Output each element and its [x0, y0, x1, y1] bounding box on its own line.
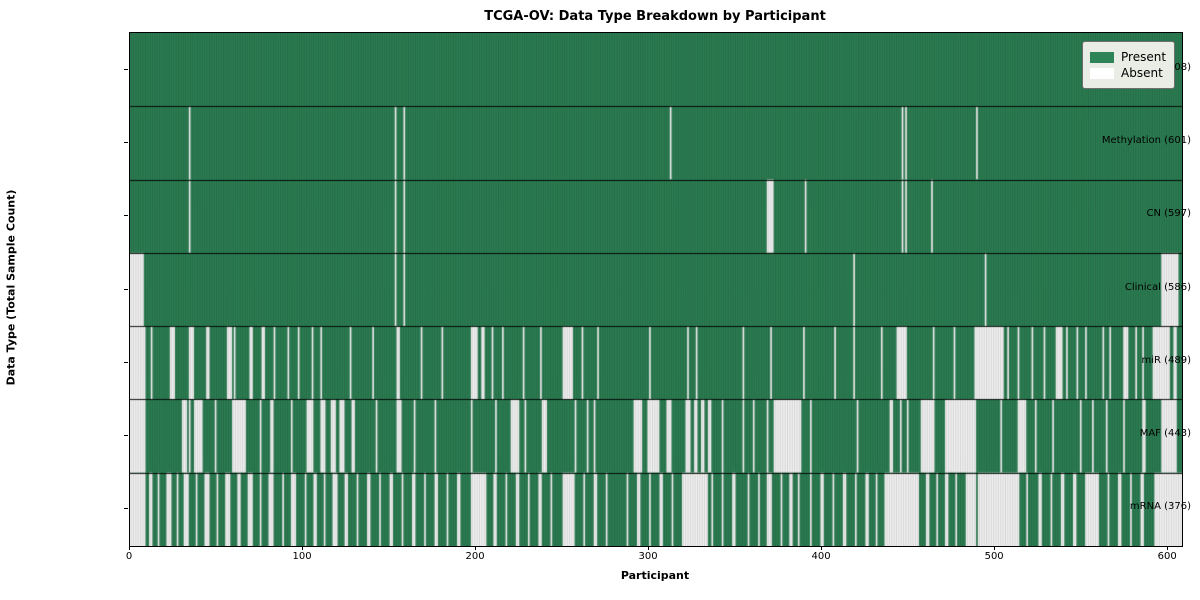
y-tick-mark: [124, 362, 128, 363]
heatmap-canvas: [130, 33, 1182, 546]
y-axis-label: Data Type (Total Sample Count): [4, 189, 18, 386]
x-tick-label-300: 300: [638, 551, 658, 562]
absent-swatch-icon: [1090, 67, 1114, 79]
y-tick-label-miR: miR (489): [1141, 354, 1191, 366]
x-tick-mark: [821, 546, 822, 550]
x-tick-label-400: 400: [811, 551, 831, 562]
y-tick-label-mRNA: mRNA (376): [1129, 501, 1191, 513]
x-tick-label-0: 0: [125, 551, 133, 562]
legend-entry-present: Present: [1090, 50, 1166, 64]
x-tick-label-200: 200: [465, 551, 485, 562]
y-tick-mark: [124, 69, 128, 70]
legend-label-present: Present: [1121, 50, 1167, 64]
y-tick-label-Clinical: Clinical (586): [1124, 281, 1191, 293]
x-tick-mark: [129, 546, 130, 550]
y-tick-mark: [124, 435, 128, 436]
y-tick-label-MAF: MAF (443): [1139, 428, 1191, 440]
x-tick-mark: [648, 546, 649, 550]
x-tick-mark: [994, 546, 995, 550]
chart-title: TCGA-OV: Data Type Breakdown by Particip…: [484, 9, 826, 24]
x-tick-label-500: 500: [984, 551, 1004, 562]
y-tick-mark: [124, 142, 128, 143]
x-tick-mark: [302, 546, 303, 550]
x-tick-mark: [475, 546, 476, 550]
y-tick-label-Methylation: Methylation (601): [1101, 134, 1191, 146]
present-swatch-icon: [1090, 51, 1114, 63]
legend-entry-absent: Absent: [1090, 66, 1166, 80]
y-tick-mark: [124, 289, 128, 290]
plot-area: [129, 32, 1183, 547]
y-tick-label-CN: CN (597): [1146, 208, 1191, 220]
x-tick-label-600: 600: [1157, 551, 1177, 562]
y-tick-mark: [124, 508, 128, 509]
x-tick-mark: [1167, 546, 1168, 550]
legend-label-absent: Absent: [1121, 66, 1163, 80]
legend: Present Absent: [1082, 41, 1175, 89]
x-axis-label: Participant: [620, 569, 690, 582]
y-tick-mark: [124, 215, 128, 216]
x-tick-label-100: 100: [292, 551, 312, 562]
